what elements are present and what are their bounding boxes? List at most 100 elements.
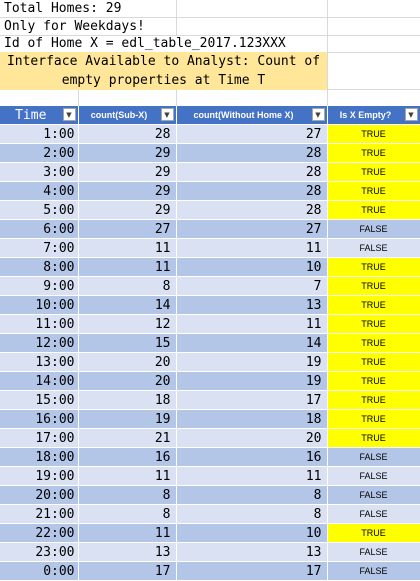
count-sub-x-cell[interactable]: 29 (78, 200, 177, 220)
count-without-home-x-cell[interactable]: 17 (176, 390, 328, 410)
count-sub-x-cell[interactable]: 29 (78, 143, 177, 163)
time-cell[interactable]: 21:00 (0, 504, 79, 524)
count-sub-x-cell[interactable]: 14 (78, 295, 177, 315)
is-x-empty-cell[interactable]: TRUE (327, 143, 420, 163)
is-x-empty-cell[interactable]: FALSE (327, 561, 420, 581)
count-without-home-x-cell[interactable]: 19 (176, 352, 328, 372)
count-sub-x-cell[interactable]: 13 (78, 542, 177, 562)
is-x-empty-cell[interactable]: TRUE (327, 428, 420, 448)
count-sub-x-cell[interactable]: 12 (78, 314, 177, 334)
time-cell[interactable]: 13:00 (0, 352, 79, 372)
time-cell[interactable]: 7:00 (0, 238, 79, 258)
count-sub-x-cell[interactable]: 11 (78, 466, 177, 486)
is-x-empty-cell[interactable]: TRUE (327, 409, 420, 429)
count-sub-x-cell[interactable]: 8 (78, 485, 177, 505)
is-x-empty-cell[interactable]: TRUE (327, 390, 420, 410)
count-sub-x-cell[interactable]: 27 (78, 219, 177, 239)
filter-dropdown-icon[interactable]: ▼ (160, 108, 174, 121)
count-sub-x-cell[interactable]: 11 (78, 523, 177, 543)
is-x-empty-cell[interactable]: FALSE (327, 542, 420, 562)
is-x-empty-cell[interactable]: TRUE (327, 162, 420, 182)
time-cell[interactable]: 16:00 (0, 409, 79, 429)
is-x-empty-cell[interactable]: TRUE (327, 371, 420, 391)
count-without-home-x-cell[interactable]: 28 (176, 143, 328, 163)
count-without-home-x-cell[interactable]: 19 (176, 371, 328, 391)
time-cell[interactable]: 1:00 (0, 124, 79, 144)
analyst-interface-note[interactable]: Interface Available to Analyst: Count of… (0, 52, 327, 90)
filter-dropdown-icon[interactable]: ▼ (311, 108, 325, 121)
count-sub-x-cell[interactable]: 16 (78, 447, 177, 467)
count-without-home-x-cell[interactable]: 16 (176, 447, 328, 467)
count-sub-x-cell[interactable]: 8 (78, 504, 177, 524)
is-x-empty-cell[interactable]: TRUE (327, 352, 420, 372)
time-cell[interactable]: 0:00 (0, 561, 79, 581)
count-without-home-x-cell[interactable]: 28 (176, 181, 328, 201)
count-without-home-x-cell[interactable]: 27 (176, 219, 328, 239)
total-homes-cell[interactable]: Total Homes: 29 (4, 1, 122, 16)
count-sub-x-cell[interactable]: 19 (78, 409, 177, 429)
is-x-empty-cell[interactable]: TRUE (327, 333, 420, 353)
is-x-empty-cell[interactable]: TRUE (327, 257, 420, 277)
is-x-empty-cell[interactable]: TRUE (327, 276, 420, 296)
count-sub-x-cell[interactable]: 11 (78, 257, 177, 277)
is-x-empty-cell[interactable]: TRUE (327, 181, 420, 201)
is-x-empty-cell[interactable]: FALSE (327, 504, 420, 524)
is-x-empty-cell[interactable]: TRUE (327, 200, 420, 220)
time-cell[interactable]: 11:00 (0, 314, 79, 334)
time-cell[interactable]: 18:00 (0, 447, 79, 467)
time-cell[interactable]: 22:00 (0, 523, 79, 543)
time-cell[interactable]: 10:00 (0, 295, 79, 315)
time-cell[interactable]: 12:00 (0, 333, 79, 353)
time-cell[interactable]: 20:00 (0, 485, 79, 505)
count-sub-x-cell[interactable]: 11 (78, 238, 177, 258)
count-sub-x-cell[interactable]: 29 (78, 162, 177, 182)
time-cell[interactable]: 3:00 (0, 162, 79, 182)
count-without-home-x-cell[interactable]: 11 (176, 314, 328, 334)
time-cell[interactable]: 14:00 (0, 371, 79, 391)
count-without-home-x-cell[interactable]: 27 (176, 124, 328, 144)
is-x-empty-cell[interactable]: TRUE (327, 314, 420, 334)
count-without-home-x-cell[interactable]: 11 (176, 238, 328, 258)
count-without-home-x-cell[interactable]: 10 (176, 257, 328, 277)
is-x-empty-cell[interactable]: TRUE (327, 124, 420, 144)
time-cell[interactable]: 5:00 (0, 200, 79, 220)
count-sub-x-cell[interactable]: 20 (78, 371, 177, 391)
count-sub-x-cell[interactable]: 29 (78, 181, 177, 201)
is-x-empty-cell[interactable]: TRUE (327, 295, 420, 315)
count-sub-x-cell[interactable]: 15 (78, 333, 177, 353)
count-without-home-x-cell[interactable]: 18 (176, 409, 328, 429)
count-sub-x-cell[interactable]: 8 (78, 276, 177, 296)
time-cell[interactable]: 17:00 (0, 428, 79, 448)
time-cell[interactable]: 23:00 (0, 542, 79, 562)
is-x-empty-cell[interactable]: FALSE (327, 219, 420, 239)
weekdays-note-cell[interactable]: Only for Weekdays! (4, 19, 145, 34)
is-x-empty-cell[interactable]: TRUE (327, 523, 420, 543)
count-without-home-x-cell[interactable]: 11 (176, 466, 328, 486)
is-x-empty-cell[interactable]: FALSE (327, 466, 420, 486)
count-without-home-x-cell[interactable]: 28 (176, 162, 328, 182)
filter-dropdown-icon[interactable]: ▼ (404, 108, 418, 121)
time-cell[interactable]: 8:00 (0, 257, 79, 277)
count-sub-x-cell[interactable]: 21 (78, 428, 177, 448)
time-cell[interactable]: 15:00 (0, 390, 79, 410)
count-without-home-x-cell[interactable]: 10 (176, 523, 328, 543)
count-without-home-x-cell[interactable]: 8 (176, 485, 328, 505)
time-cell[interactable]: 9:00 (0, 276, 79, 296)
count-sub-x-cell[interactable]: 28 (78, 124, 177, 144)
count-without-home-x-cell[interactable]: 28 (176, 200, 328, 220)
time-cell[interactable]: 19:00 (0, 466, 79, 486)
count-without-home-x-cell[interactable]: 14 (176, 333, 328, 353)
time-cell[interactable]: 2:00 (0, 143, 79, 163)
count-without-home-x-cell[interactable]: 13 (176, 295, 328, 315)
count-without-home-x-cell[interactable]: 20 (176, 428, 328, 448)
home-id-cell[interactable]: Id of Home X = edl_table_2017.123XXX (4, 36, 286, 51)
count-without-home-x-cell[interactable]: 13 (176, 542, 328, 562)
time-cell[interactable]: 6:00 (0, 219, 79, 239)
is-x-empty-cell[interactable]: FALSE (327, 238, 420, 258)
count-sub-x-cell[interactable]: 18 (78, 390, 177, 410)
count-without-home-x-cell[interactable]: 7 (176, 276, 328, 296)
is-x-empty-cell[interactable]: FALSE (327, 447, 420, 467)
filter-dropdown-icon[interactable]: ▼ (62, 108, 76, 121)
count-without-home-x-cell[interactable]: 17 (176, 561, 328, 581)
is-x-empty-cell[interactable]: FALSE (327, 485, 420, 505)
